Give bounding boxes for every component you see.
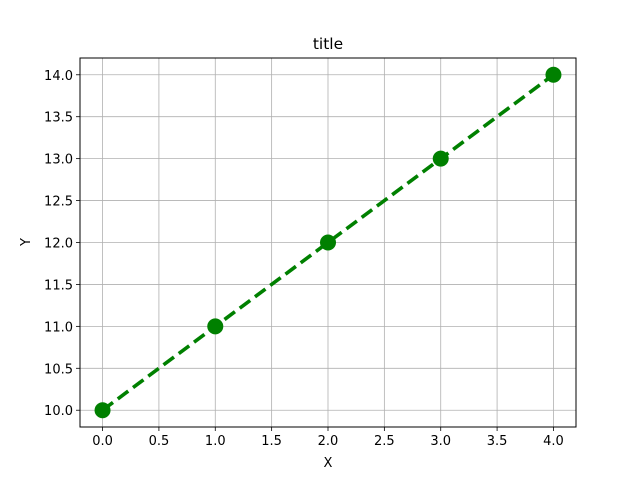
data-point bbox=[432, 150, 449, 167]
x-tick-label: 2.5 bbox=[374, 434, 395, 449]
data-point bbox=[545, 66, 562, 83]
series-line bbox=[101, 73, 555, 412]
y-axis-ticks: 10.0 10.5 11.0 11.5 12.0 12.5 13.0 13.5 14.0 bbox=[44, 69, 80, 419]
x-tick-label: 4.0 bbox=[543, 434, 564, 449]
x-tick-label: 0.0 bbox=[92, 434, 113, 449]
y-tick-label: 11.5 bbox=[44, 278, 73, 293]
y-axis-label: Y bbox=[19, 238, 34, 247]
x-axis-ticks: 0.0 0.5 1.0 1.5 2.0 2.5 3.0 3.5 4.0 bbox=[92, 427, 564, 449]
x-tick-label: 1.5 bbox=[261, 434, 282, 449]
y-tick-label: 10.0 bbox=[44, 404, 73, 419]
y-tick-label: 14.0 bbox=[44, 69, 73, 84]
y-tick-label: 11.0 bbox=[44, 320, 73, 335]
x-tick-label: 3.5 bbox=[487, 434, 508, 449]
y-tick-label: 12.0 bbox=[44, 237, 73, 252]
y-tick-label: 13.0 bbox=[44, 153, 73, 168]
y-tick-label: 10.5 bbox=[44, 362, 73, 377]
x-axis-label: X bbox=[324, 456, 333, 471]
x-tick-label: 3.0 bbox=[430, 434, 451, 449]
x-tick-label: 0.5 bbox=[149, 434, 170, 449]
data-point bbox=[94, 402, 111, 419]
x-tick-label: 1.0 bbox=[205, 434, 226, 449]
y-tick-label: 12.5 bbox=[44, 195, 73, 210]
series-group bbox=[94, 66, 562, 419]
y-tick-label: 13.5 bbox=[44, 111, 73, 126]
chart-title: title bbox=[313, 35, 343, 53]
x-tick-label: 2.0 bbox=[318, 434, 339, 449]
data-point bbox=[207, 318, 224, 335]
data-point bbox=[320, 234, 336, 251]
